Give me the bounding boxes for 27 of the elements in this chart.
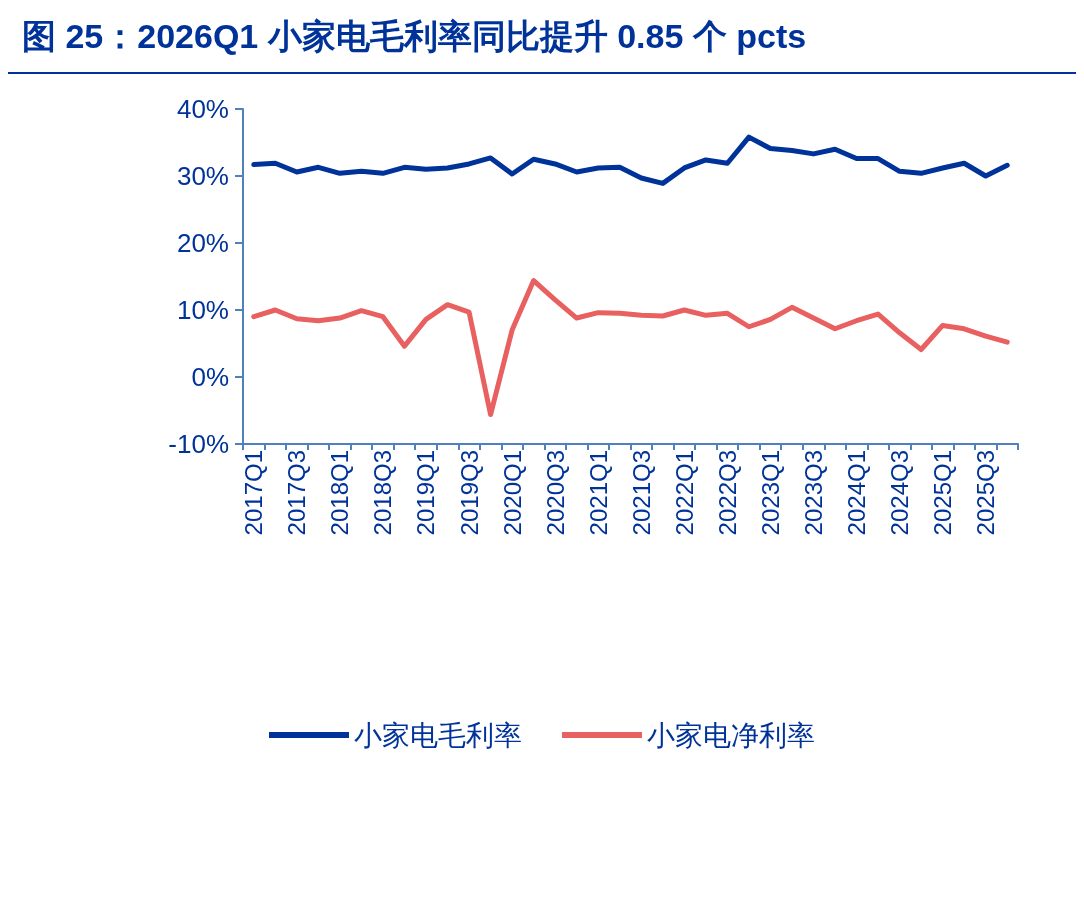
x-tick-label: 2021Q1: [584, 450, 612, 536]
x-tick-label: 2017Q3: [283, 450, 311, 536]
x-tick-label: 2024Q1: [843, 450, 871, 536]
x-tick-label: 2020Q3: [541, 450, 569, 536]
chart-title: 图 25：2026Q1 小家电毛利率同比提升 0.85 个 pcts: [8, 8, 1076, 74]
x-tick-label: 2017Q1: [240, 450, 268, 536]
x-tick-label: 2018Q3: [369, 450, 397, 536]
legend-label: 小家电毛利率: [354, 719, 522, 751]
x-tick-label: 2019Q1: [412, 450, 440, 536]
y-tick-label: 20%: [176, 228, 229, 258]
x-tick-label: 2022Q3: [713, 450, 741, 536]
x-tick-label: 2023Q1: [756, 450, 784, 536]
y-tick-label: 30%: [176, 161, 229, 191]
x-tick-label: 2023Q3: [799, 450, 827, 536]
y-tick-label: 0%: [191, 362, 229, 392]
x-tick-label: 2025Q3: [972, 450, 1000, 536]
y-tick-label: 40%: [176, 94, 229, 124]
x-tick-label: 2020Q1: [498, 450, 526, 536]
x-tick-label: 2018Q1: [326, 450, 354, 536]
y-tick-label: -10%: [168, 429, 229, 459]
x-tick-label: 2024Q3: [886, 450, 914, 536]
y-tick-label: 10%: [176, 295, 229, 325]
x-tick-label: 2019Q3: [455, 450, 483, 536]
legend-label: 小家电净利率: [647, 719, 815, 751]
x-tick-label: 2021Q3: [627, 450, 655, 536]
x-tick-label: 2022Q1: [670, 450, 698, 536]
x-tick-label: 2025Q1: [929, 450, 957, 536]
